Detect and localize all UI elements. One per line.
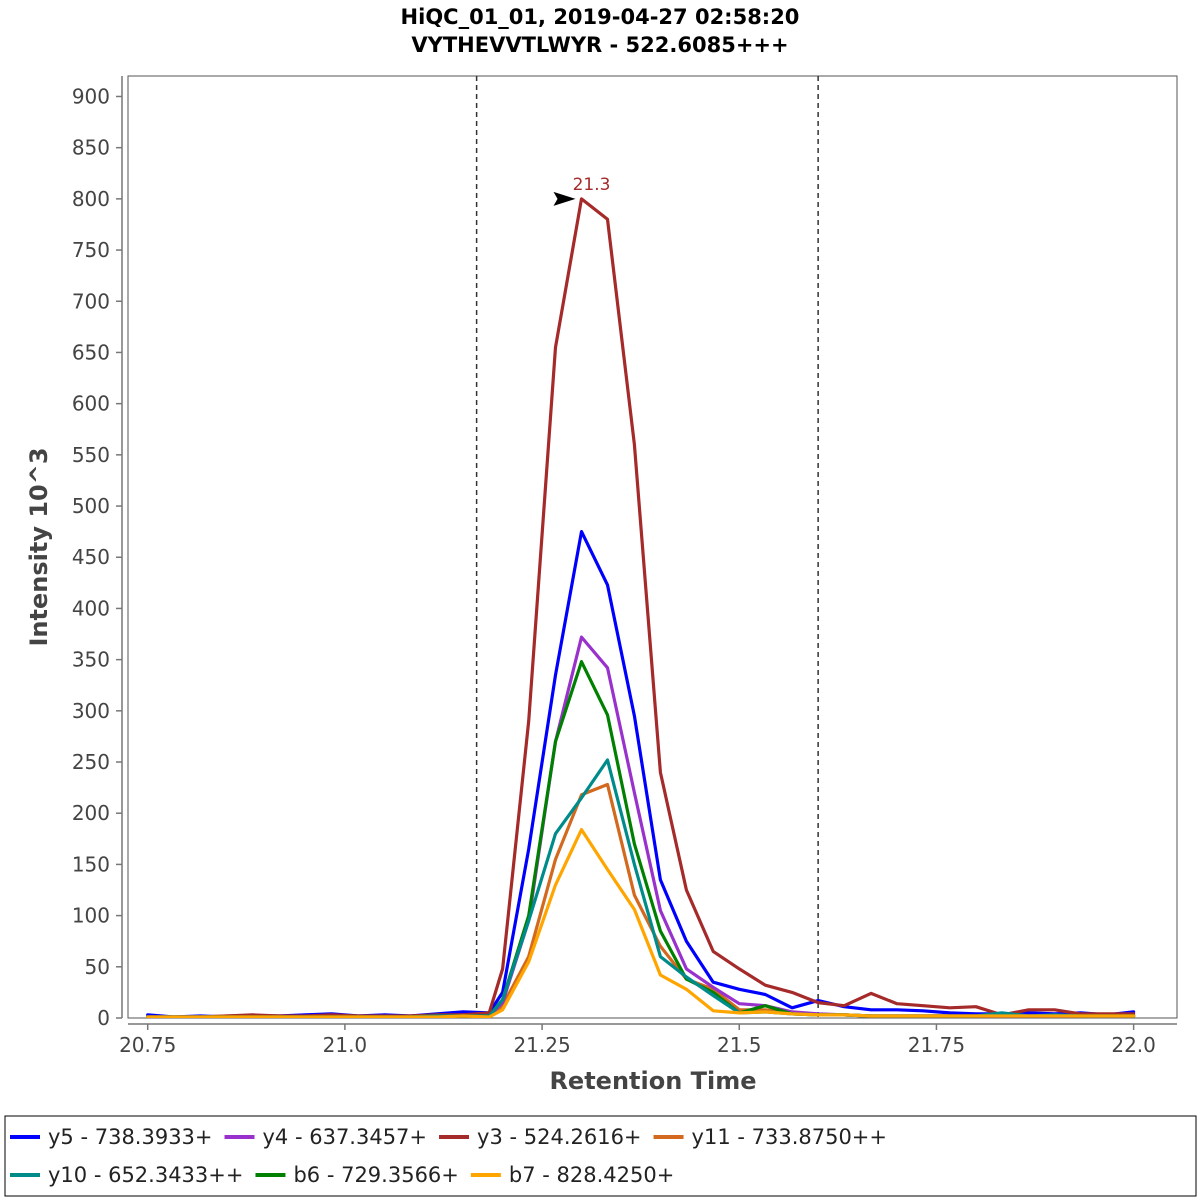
legend: y5 - 738.3933+ y4 - 637.3457+ y3 - 524.261…: [10, 1125, 887, 1187]
x-axis-ticks: 20.75 21.0 21.25 21.5 21.75 22.0: [119, 1024, 1156, 1057]
peak-annotation: 21.3: [553, 175, 611, 206]
x-tick-label: 20.75: [119, 1033, 176, 1057]
legend-label: y5 - 738.3933+: [48, 1125, 213, 1149]
y-tick-label: 450: [72, 545, 110, 569]
integration-boundaries: [475, 76, 819, 1018]
y-tick-label: 500: [72, 494, 110, 518]
chart-title: HiQC_01_01, 2019-04-27 02:58:20: [401, 5, 800, 29]
y-tick-label: 550: [72, 443, 110, 467]
y-tick-label: 200: [72, 801, 110, 825]
peak-label: 21.3: [573, 175, 611, 195]
y-axis-ticks: 0 50 100 150 200 250 300 350 400 450 500 550 600 650 7…: [72, 84, 122, 1030]
y-tick-label: 300: [72, 699, 110, 723]
x-tick-label: 21.0: [323, 1033, 368, 1057]
y-tick-label: 0: [97, 1006, 110, 1030]
x-tick-label: 21.5: [717, 1033, 762, 1057]
y-tick-label: 150: [72, 852, 110, 876]
x-axis-title: Retention Time: [549, 1067, 756, 1095]
legend-label: y10 - 652.3433++: [48, 1163, 243, 1187]
y-tick-label: 400: [72, 596, 110, 620]
x-tick-label: 22.0: [1111, 1033, 1156, 1057]
legend-label: y3 - 524.2616+: [477, 1125, 642, 1149]
plot-area: [127, 75, 1178, 1019]
legend-box: [4, 1115, 1197, 1197]
y-tick-label: 900: [72, 84, 110, 108]
peak-arrow-icon: [553, 191, 576, 206]
legend-label: y4 - 637.3457+: [263, 1125, 428, 1149]
y-tick-label: 800: [72, 187, 110, 211]
series-line: [146, 827, 1136, 1018]
x-tick-label: 21.75: [908, 1033, 965, 1057]
legend-label: b6 - 729.3566+: [293, 1163, 458, 1187]
y-tick-label: 850: [72, 136, 110, 160]
x-tick-label: 21.25: [513, 1033, 570, 1057]
y-tick-label: 50: [85, 955, 110, 979]
y-tick-label: 350: [72, 648, 110, 672]
y-tick-label: 700: [72, 289, 110, 313]
y-axis-title: Intensity 10^3: [25, 447, 53, 646]
legend-label: y11 - 733.8750++: [692, 1125, 887, 1149]
y-tick-label: 750: [72, 238, 110, 262]
y-tick-label: 100: [72, 904, 110, 928]
y-tick-label: 250: [72, 750, 110, 774]
chart-subtitle: VYTHEVVTLWYR - 522.6085+++: [411, 33, 788, 57]
series-lines: [146, 197, 1136, 1018]
y-tick-label: 600: [72, 392, 110, 416]
legend-label: b7 - 828.4250+: [509, 1163, 674, 1187]
y-tick-label: 650: [72, 340, 110, 364]
